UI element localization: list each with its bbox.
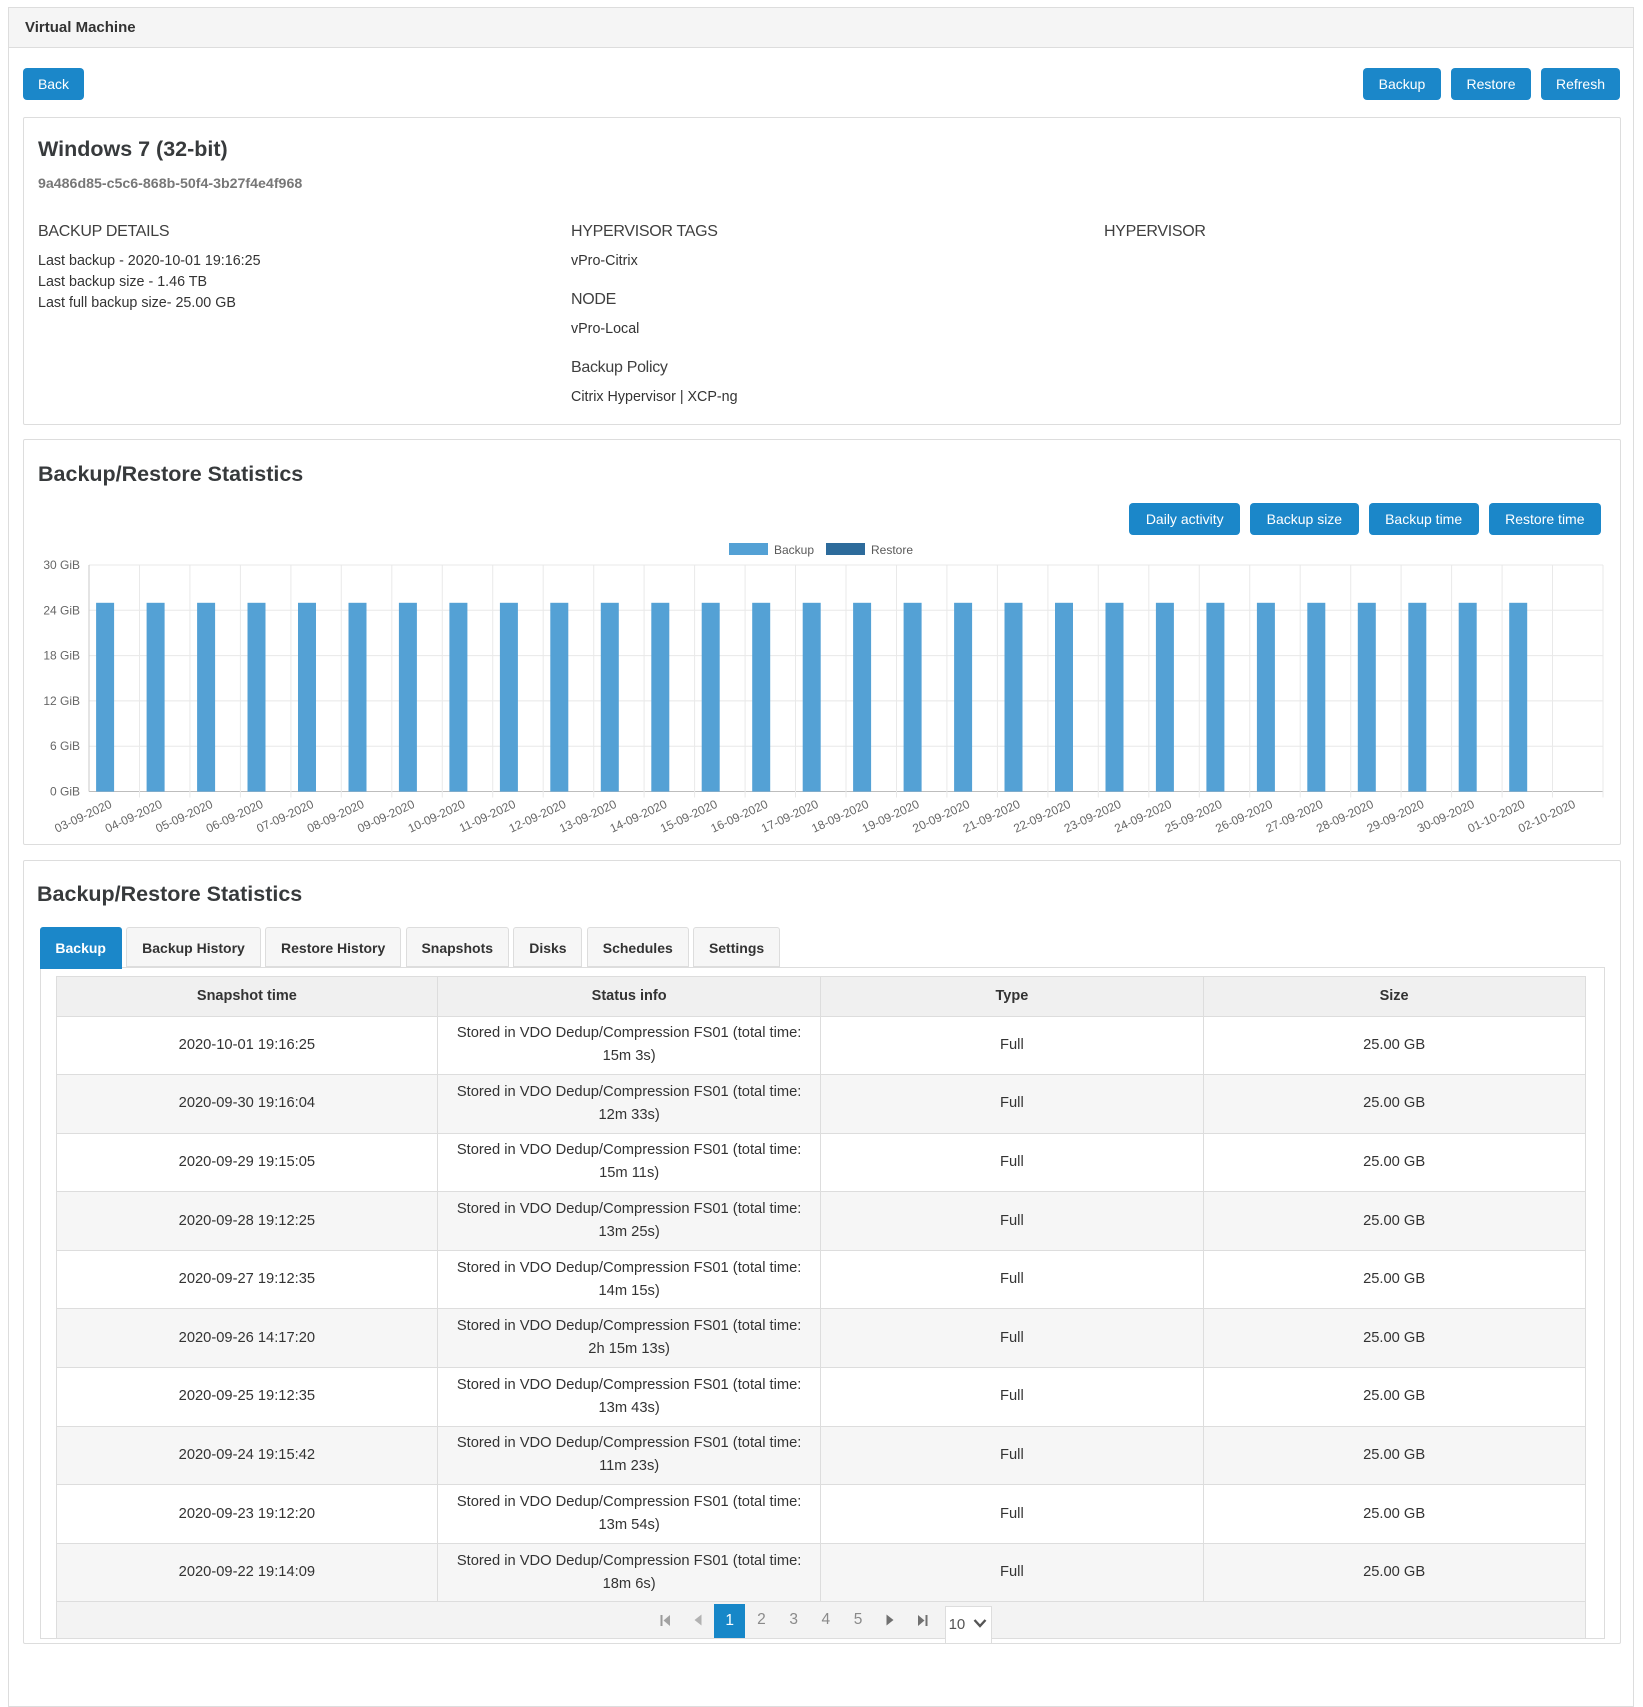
svg-text:18-09-2020: 18-09-2020 <box>809 797 871 836</box>
svg-text:28-09-2020: 28-09-2020 <box>1314 797 1376 836</box>
svg-text:01-10-2020: 01-10-2020 <box>1466 797 1528 836</box>
svg-text:6 GiB: 6 GiB <box>50 739 80 753</box>
svg-text:07-09-2020: 07-09-2020 <box>254 797 316 836</box>
svg-text:09-09-2020: 09-09-2020 <box>355 797 417 836</box>
svg-text:12 GiB: 12 GiB <box>43 694 80 708</box>
svg-text:13-09-2020: 13-09-2020 <box>557 797 619 836</box>
svg-text:03-09-2020: 03-09-2020 <box>52 797 114 836</box>
svg-text:24-09-2020: 24-09-2020 <box>1112 797 1174 836</box>
svg-text:12-09-2020: 12-09-2020 <box>507 797 569 836</box>
svg-text:30 GiB: 30 GiB <box>43 558 80 572</box>
svg-text:04-09-2020: 04-09-2020 <box>103 797 165 836</box>
svg-text:19-09-2020: 19-09-2020 <box>860 797 922 836</box>
svg-text:06-09-2020: 06-09-2020 <box>204 797 266 836</box>
svg-text:Backup: Backup <box>774 543 814 557</box>
svg-text:18 GiB: 18 GiB <box>43 649 80 663</box>
svg-text:22-09-2020: 22-09-2020 <box>1011 797 1073 836</box>
svg-text:21-09-2020: 21-09-2020 <box>961 797 1023 836</box>
svg-text:24 GiB: 24 GiB <box>43 603 80 617</box>
svg-text:15-09-2020: 15-09-2020 <box>658 797 720 836</box>
svg-text:30-09-2020: 30-09-2020 <box>1415 797 1477 836</box>
svg-text:Restore: Restore <box>871 543 913 557</box>
svg-text:02-10-2020: 02-10-2020 <box>1516 797 1578 836</box>
svg-text:25-09-2020: 25-09-2020 <box>1163 797 1225 836</box>
svg-text:16-09-2020: 16-09-2020 <box>709 797 771 836</box>
svg-text:10-09-2020: 10-09-2020 <box>406 797 468 836</box>
svg-text:27-09-2020: 27-09-2020 <box>1264 797 1326 836</box>
svg-text:0 GiB: 0 GiB <box>50 785 80 799</box>
